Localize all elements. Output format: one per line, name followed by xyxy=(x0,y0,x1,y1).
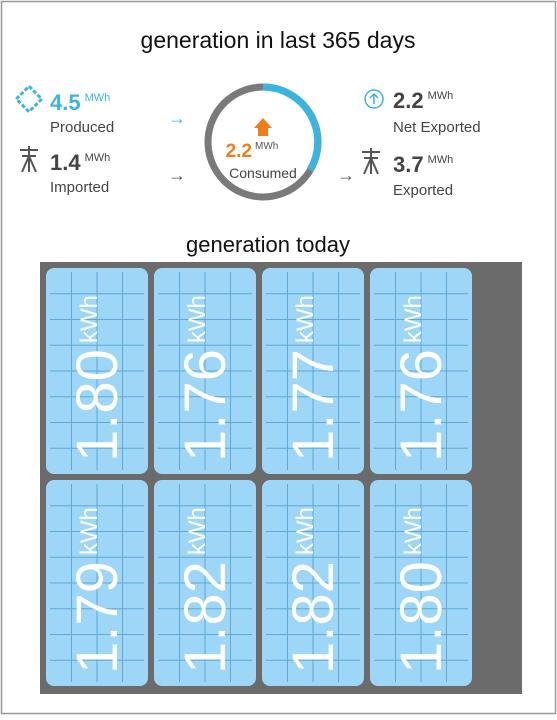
solar-panel: 1.80 kWh xyxy=(46,268,148,474)
title: generation in last 365 days xyxy=(141,27,416,53)
unit: MWh xyxy=(428,154,454,166)
arrow: → xyxy=(168,108,186,128)
value: 3.7 xyxy=(393,152,424,177)
panel-unit: kWh xyxy=(400,507,427,555)
arrow: → xyxy=(168,165,186,185)
solar-panel: 1.76 kWh xyxy=(370,268,472,474)
panel-value: 1.80 xyxy=(389,561,454,674)
dashboard: generation in last 365 days 4.5 MWh Produ… xyxy=(0,0,557,715)
panel-unit: kWh xyxy=(76,507,103,555)
panel-value: 1.77 xyxy=(281,349,346,462)
unit: MWh xyxy=(85,152,111,164)
value: 1.4 xyxy=(50,150,81,175)
panel-value: 1.80 xyxy=(65,349,130,462)
subtitle: generation today xyxy=(186,232,350,257)
arrow: → xyxy=(337,165,355,185)
panel-value: 1.76 xyxy=(389,349,454,462)
net-exported-label: Net Exported xyxy=(393,119,481,136)
panel-value: 1.82 xyxy=(173,561,238,674)
produced-label: Produced xyxy=(50,119,114,136)
panel-unit: kWh xyxy=(76,295,103,343)
panel-value: 1.82 xyxy=(281,561,346,674)
solar-panel: 1.76 kWh xyxy=(154,268,256,474)
panel-unit: kWh xyxy=(292,295,319,343)
unit: MWh xyxy=(428,90,454,102)
consumed-label: Consumed xyxy=(229,165,297,181)
value: 4.5 xyxy=(50,90,81,115)
solar-panel: 1.82 kWh xyxy=(154,480,256,686)
panel-unit: kWh xyxy=(184,507,211,555)
panel-unit: kWh xyxy=(292,507,319,555)
panel-unit: kWh xyxy=(400,295,427,343)
imported-label: Imported xyxy=(50,179,109,196)
value: 2.2 xyxy=(393,88,424,113)
unit: MWh xyxy=(255,141,278,152)
value: 2.2 xyxy=(226,141,252,162)
panel-value: 1.76 xyxy=(173,349,238,462)
unit: MWh xyxy=(85,92,111,104)
solar-panel: 1.77 kWh xyxy=(262,268,364,474)
solar-panel: 1.79 kWh xyxy=(46,480,148,686)
panel-value: 1.79 xyxy=(65,561,130,674)
exported-label: Exported xyxy=(393,182,453,199)
solar-panel: 1.82 kWh xyxy=(262,480,364,686)
panel-unit: kWh xyxy=(184,295,211,343)
solar-panel: 1.80 kWh xyxy=(370,480,472,686)
